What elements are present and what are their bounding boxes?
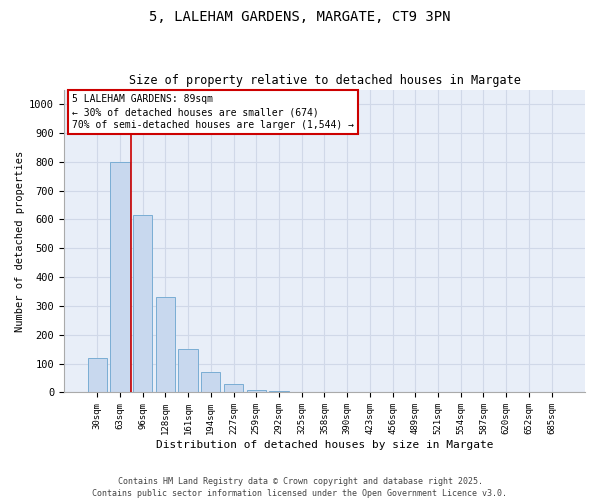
Bar: [156, 298, 175, 392]
Bar: [178, 349, 198, 393]
Bar: [88, 358, 107, 392]
Y-axis label: Number of detached properties: Number of detached properties: [15, 150, 25, 332]
X-axis label: Distribution of detached houses by size in Margate: Distribution of detached houses by size …: [155, 440, 493, 450]
Bar: [224, 384, 243, 392]
Title: Size of property relative to detached houses in Margate: Size of property relative to detached ho…: [128, 74, 520, 87]
Bar: [247, 390, 266, 392]
Bar: [133, 215, 152, 392]
Bar: [269, 391, 289, 392]
Text: 5 LALEHAM GARDENS: 89sqm
← 30% of detached houses are smaller (674)
70% of semi-: 5 LALEHAM GARDENS: 89sqm ← 30% of detach…: [72, 94, 354, 130]
Bar: [110, 162, 130, 392]
Bar: [201, 372, 220, 392]
Text: Contains HM Land Registry data © Crown copyright and database right 2025.
Contai: Contains HM Land Registry data © Crown c…: [92, 476, 508, 498]
Text: 5, LALEHAM GARDENS, MARGATE, CT9 3PN: 5, LALEHAM GARDENS, MARGATE, CT9 3PN: [149, 10, 451, 24]
